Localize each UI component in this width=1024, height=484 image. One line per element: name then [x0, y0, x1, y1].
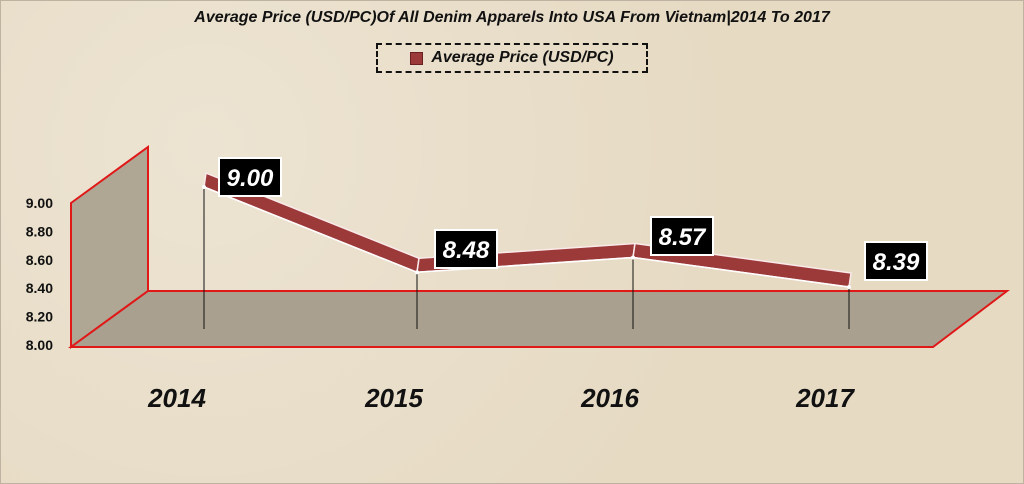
series-ribbon: [202, 171, 852, 290]
x-tick-label: 2017: [795, 383, 855, 413]
chart-legend: Average Price (USD/PC): [376, 43, 648, 73]
legend-swatch: [410, 51, 424, 65]
floor-plane: [67, 290, 1010, 348]
series-line: [203, 186, 850, 288]
series-point: [631, 255, 635, 260]
series-point: [415, 270, 419, 275]
data-label: 8.48: [443, 237, 490, 264]
y-tick-label: 8.60: [26, 252, 53, 268]
y-tick-label: 8.00: [26, 337, 53, 353]
drop-lines: [203, 187, 850, 329]
x-tick-label: 2016: [580, 383, 639, 413]
data-label: 8.57: [659, 224, 707, 251]
x-tick-label: 2015: [364, 383, 423, 413]
x-axis: 2014 2015 2016 2017: [147, 383, 855, 413]
x-tick-label: 2014: [147, 383, 206, 413]
legend-label: Average Price (USD/PC): [431, 49, 614, 66]
data-label-box: [864, 241, 928, 281]
data-label-box: [650, 216, 714, 256]
data-label-box: [434, 229, 498, 269]
chart-title: Average Price (USD/PC)Of All Denim Appar…: [194, 9, 830, 26]
data-label: 9.00: [227, 165, 274, 192]
y-tick-label: 8.80: [26, 223, 53, 239]
data-label-box: [218, 157, 282, 197]
data-label: 8.39: [873, 249, 920, 276]
y-axis: 8.00 8.20 8.40 8.60 8.80 9.00: [26, 195, 53, 353]
series-point: [847, 285, 851, 290]
y-tick-label: 8.20: [26, 309, 53, 325]
data-labels: 9.00 8.48 8.57 8.39: [218, 157, 928, 281]
series-point: [202, 185, 206, 189]
y-tick-label: 8.40: [26, 280, 53, 296]
y-tick-label: 9.00: [26, 195, 53, 211]
